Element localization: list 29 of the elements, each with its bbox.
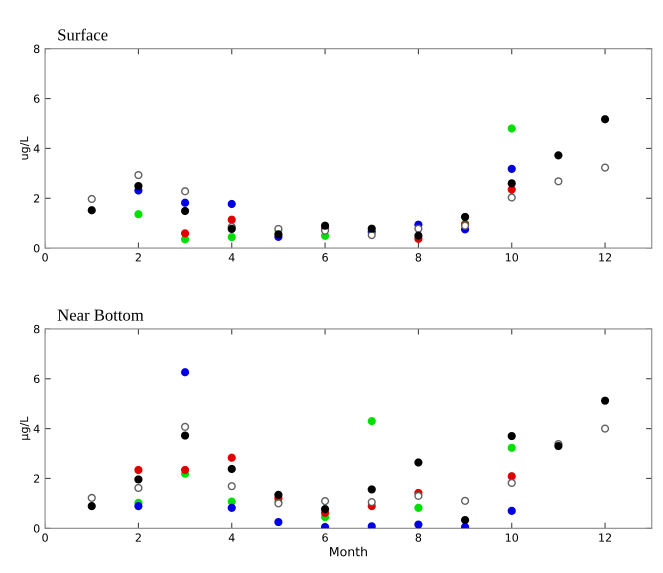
chart-title: Near Bottom (58, 310, 144, 321)
x-tick-label: 0 (42, 253, 48, 262)
x-tick-label: 6 (322, 533, 328, 542)
y-tick-label: 6 (34, 374, 40, 384)
x-tick-label: 6 (322, 253, 328, 262)
x-tick-label: 0 (42, 533, 48, 542)
y-axis-title: µg/L (20, 416, 30, 440)
y-tick-label: 4 (34, 144, 40, 153)
x-tick-label: 8 (416, 533, 422, 542)
x-tick-label: 12 (599, 533, 612, 542)
y-tick-label: 2 (34, 474, 40, 483)
x-tick-label: 2 (136, 253, 141, 262)
x-tick-label: 4 (228, 253, 235, 262)
y-tick-label: 6 (34, 94, 40, 103)
y-tick-label: 4 (34, 424, 40, 433)
y-tick-label: 0 (34, 244, 40, 252)
y-tick-label: 8 (34, 324, 40, 334)
chart-title: Surface (58, 28, 108, 41)
x-tick-label: 12 (599, 253, 612, 262)
y-axis-title: ug/L (20, 136, 30, 160)
y-tick-label: 2 (34, 194, 40, 202)
x-axis-title: Month (330, 546, 367, 556)
x-tick-label: 8 (416, 253, 422, 262)
x-tick-label: 2 (136, 533, 141, 542)
x-tick-label: 4 (228, 534, 235, 542)
y-tick-label: 0 (34, 524, 40, 533)
x-tick-label: 10 (506, 253, 518, 262)
y-tick-label: 8 (34, 44, 40, 54)
x-tick-label: 10 (506, 533, 518, 542)
